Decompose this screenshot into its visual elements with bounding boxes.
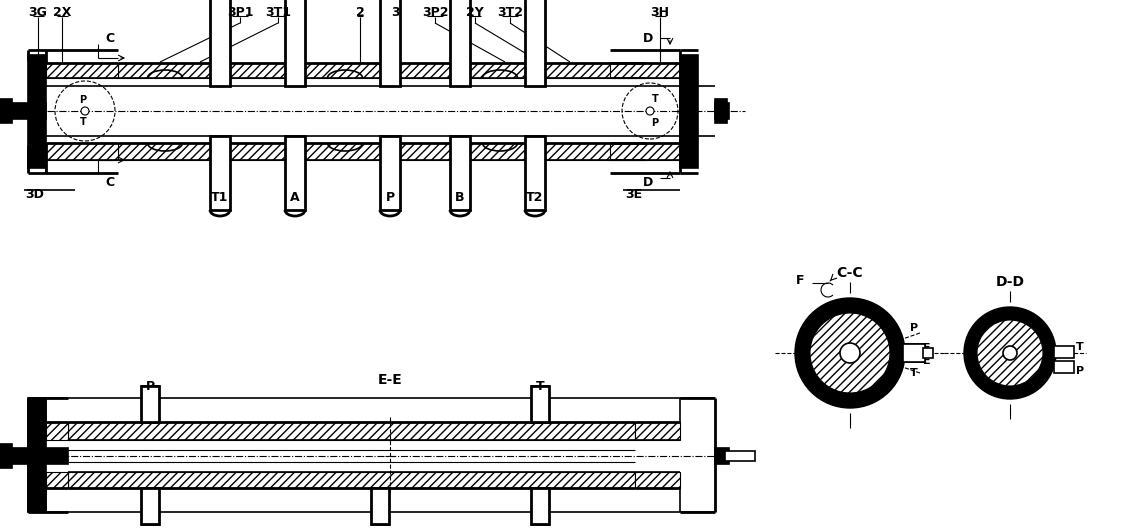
- Text: D: D: [643, 176, 653, 190]
- Circle shape: [1003, 346, 1017, 360]
- Text: B: B: [456, 191, 465, 204]
- Bar: [143, 490, 157, 522]
- Text: D: D: [643, 32, 653, 44]
- Circle shape: [646, 107, 654, 115]
- Bar: [371, 488, 389, 524]
- Text: 3: 3: [391, 6, 400, 19]
- Bar: [610, 143, 680, 160]
- Text: E: E: [922, 343, 930, 353]
- Bar: [715, 99, 727, 123]
- Bar: [210, 0, 229, 86]
- Text: P: P: [910, 323, 918, 333]
- Text: C-C: C-C: [837, 266, 863, 280]
- Text: 2: 2: [356, 6, 365, 19]
- Bar: [680, 55, 698, 168]
- Text: E-E: E-E: [377, 373, 402, 387]
- Bar: [381, 0, 400, 86]
- Bar: [143, 388, 157, 420]
- Text: 3T1: 3T1: [265, 6, 291, 19]
- Text: 3P1: 3P1: [227, 6, 253, 19]
- Bar: [45, 422, 68, 440]
- Text: T2: T2: [526, 191, 544, 204]
- Text: T: T: [1076, 342, 1084, 352]
- Bar: [141, 488, 159, 524]
- Bar: [381, 136, 400, 210]
- Text: 3D: 3D: [25, 188, 44, 201]
- Bar: [531, 488, 549, 524]
- Text: T: T: [80, 117, 86, 127]
- Bar: [715, 448, 729, 464]
- Bar: [903, 344, 925, 362]
- Bar: [635, 422, 680, 440]
- Text: T: T: [910, 368, 918, 378]
- Bar: [1054, 361, 1074, 373]
- Text: 2Y: 2Y: [466, 6, 484, 19]
- Circle shape: [977, 320, 1043, 386]
- Bar: [922, 348, 933, 358]
- Bar: [610, 63, 680, 78]
- Bar: [373, 490, 387, 522]
- Bar: [635, 472, 680, 488]
- Text: C: C: [106, 32, 115, 44]
- Text: 3E: 3E: [625, 188, 642, 201]
- Bar: [68, 472, 635, 488]
- Text: C: C: [106, 176, 115, 190]
- Text: T: T: [652, 94, 659, 104]
- Bar: [533, 490, 548, 522]
- Bar: [118, 63, 645, 78]
- Bar: [285, 0, 304, 86]
- Bar: [725, 451, 755, 461]
- Text: T1: T1: [211, 191, 228, 204]
- Bar: [525, 0, 545, 86]
- Bar: [450, 0, 470, 86]
- Bar: [285, 136, 304, 210]
- Circle shape: [81, 107, 89, 115]
- Text: P: P: [80, 95, 86, 105]
- Circle shape: [795, 298, 905, 408]
- Bar: [0, 99, 12, 123]
- Circle shape: [964, 307, 1056, 399]
- Bar: [28, 398, 45, 512]
- Bar: [141, 386, 159, 422]
- Bar: [118, 143, 645, 160]
- Text: F: F: [795, 274, 804, 287]
- Bar: [715, 103, 729, 119]
- Bar: [0, 103, 45, 119]
- Bar: [531, 386, 549, 422]
- Bar: [28, 55, 45, 168]
- Bar: [68, 422, 635, 440]
- Bar: [45, 63, 118, 78]
- Text: 3H: 3H: [651, 6, 669, 19]
- Bar: [45, 143, 118, 160]
- Bar: [1054, 346, 1074, 358]
- Text: P: P: [145, 380, 154, 392]
- Bar: [525, 136, 545, 210]
- Text: P: P: [1076, 366, 1084, 376]
- Text: P: P: [651, 118, 659, 128]
- Text: P: P: [385, 191, 394, 204]
- Bar: [0, 444, 12, 468]
- Text: T: T: [536, 380, 544, 392]
- Text: 3T2: 3T2: [498, 6, 523, 19]
- Text: 2X: 2X: [52, 6, 72, 19]
- Bar: [903, 344, 925, 362]
- Bar: [533, 388, 548, 420]
- Text: E: E: [922, 356, 930, 366]
- Text: D-D: D-D: [995, 275, 1025, 289]
- Circle shape: [810, 313, 889, 393]
- Text: 3G: 3G: [28, 6, 48, 19]
- Circle shape: [840, 343, 860, 363]
- Bar: [450, 136, 470, 210]
- Bar: [0, 448, 68, 464]
- Bar: [210, 136, 229, 210]
- Bar: [45, 472, 68, 488]
- Text: 3P2: 3P2: [421, 6, 449, 19]
- Text: A: A: [290, 191, 300, 204]
